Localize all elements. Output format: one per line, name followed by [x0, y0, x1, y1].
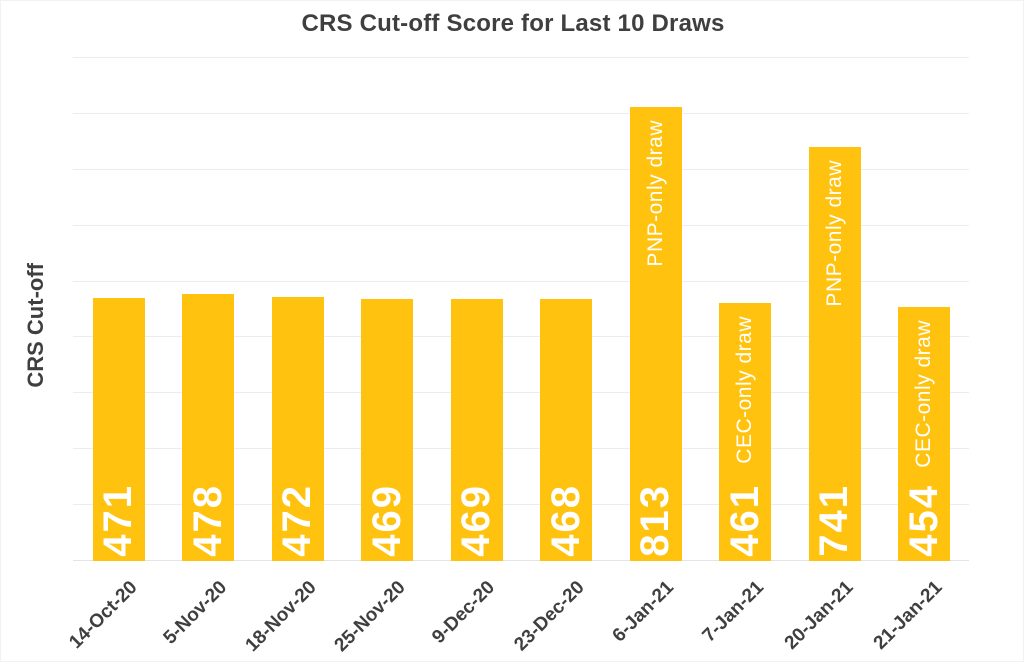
bar-25-Nov-20: 469	[361, 298, 413, 561]
gridline-200	[73, 448, 969, 450]
bar-18-Nov-20: 472	[271, 297, 324, 561]
bar-value-label: 478	[185, 484, 230, 557]
bar-value-wrap: 813	[630, 484, 682, 557]
bar-9-Dec-20: 469	[450, 298, 503, 561]
chart-title: CRS Cut-off Score for Last 10 Draws	[301, 10, 725, 37]
bar-value-label: 741	[812, 484, 856, 557]
gridline-800	[73, 112, 969, 114]
gridline-400	[73, 336, 969, 338]
x-axis-label-14-Oct-20: 14-Oct-20	[65, 577, 142, 654]
bar-21-Jan-21: CEC-only draw 454	[898, 307, 950, 561]
bar-annotation: CEC-only draw	[912, 320, 935, 468]
bar-value-label: 461	[722, 484, 767, 557]
x-axis-label-20-Jan-21: 20-Jan-21	[780, 577, 858, 654]
bar-value-wrap: 469	[361, 484, 413, 557]
x-axis-label-25-Nov-20: 25-Nov-20	[330, 577, 410, 657]
bar-value-wrap: 468	[540, 484, 592, 557]
x-axis-label-18-Nov-20: 18-Nov-20	[241, 577, 321, 657]
bar-value-label: 469	[454, 484, 498, 557]
y-axis-title-text: CRS Cut-off	[23, 263, 48, 388]
gridline-700	[73, 168, 969, 170]
x-axis-label-6-Jan-21: 6-Jan-21	[608, 577, 679, 647]
y-axis-title: CRS Cut-off	[23, 263, 49, 394]
bar-annotation: CEC-only draw	[733, 316, 756, 465]
gridline-300	[73, 392, 969, 394]
bar-6-Jan-21: PNP-only draw 813	[629, 106, 682, 561]
x-axis-label-21-Jan-21: 21-Jan-21	[870, 577, 947, 654]
gridline-500	[73, 280, 969, 282]
bar-annotation-wrap: PNP-only draw	[630, 120, 682, 267]
bar-value-wrap: 461	[719, 484, 771, 557]
gridline-100	[73, 504, 969, 506]
bar-value-wrap: 478	[182, 484, 234, 557]
x-axis-label-5-Nov-20: 5-Nov-20	[159, 577, 231, 649]
x-axis-line	[73, 560, 969, 561]
plot-area: 471 478 472 469 469 468 PNP-only draw 813 CEC-on…	[73, 57, 969, 561]
bar-annotation-wrap: CEC-only draw	[719, 316, 771, 464]
bar-value-label: 454	[901, 484, 946, 557]
x-axis-label-23-Dec-20: 23-Dec-20	[510, 577, 589, 656]
bar-value-label: 469	[364, 484, 409, 557]
bar-5-Nov-20: 478	[182, 293, 234, 561]
x-axis-label-7-Jan-21: 7-Jan-21	[698, 577, 768, 647]
bar-annotation-wrap: PNP-only draw	[809, 160, 861, 307]
bar-value-wrap: 472	[272, 484, 324, 557]
bar-7-Jan-21: CEC-only draw 461	[719, 303, 771, 561]
bar-annotation-wrap: CEC-only draw	[898, 320, 950, 468]
bar-value-label: 471	[96, 484, 140, 557]
gridline-600	[73, 224, 969, 226]
bar-23-Dec-20: 468	[540, 299, 592, 561]
bar-annotation: PNP-only draw	[643, 119, 667, 267]
x-axis-label-9-Dec-20: 9-Dec-20	[428, 577, 500, 648]
bar-value-label: 468	[543, 484, 588, 557]
bar-annotation: PNP-only draw	[822, 159, 846, 307]
bar-value-wrap: 741	[809, 484, 861, 557]
bar-value-label: 472	[275, 484, 319, 557]
bar-14-Oct-20: 471	[92, 297, 145, 561]
bar-value-label: 813	[633, 484, 677, 557]
bar-value-wrap: 454	[898, 484, 950, 557]
gridline-900	[73, 57, 969, 58]
bar-value-wrap: 469	[451, 484, 503, 557]
bar-value-wrap: 471	[93, 484, 145, 557]
bar-20-Jan-21: PNP-only draw 741	[808, 146, 861, 561]
